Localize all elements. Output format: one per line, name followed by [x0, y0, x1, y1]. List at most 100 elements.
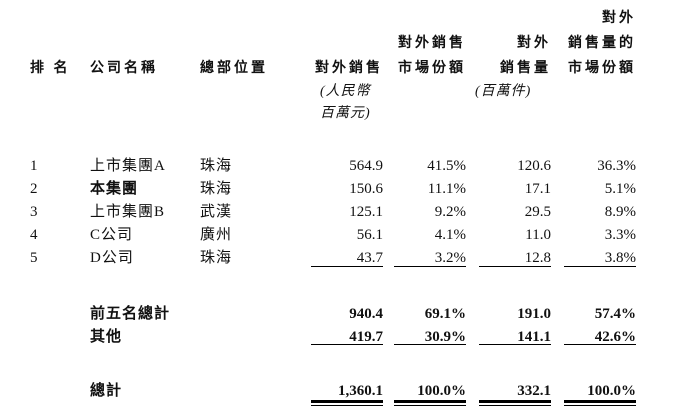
subtotal-rule-row — [30, 266, 636, 274]
rule-volume — [479, 266, 551, 267]
cell-sales-share: 100.0% — [417, 383, 466, 399]
header-rank: 排 名 — [30, 6, 90, 125]
table-row-2: 2 本集團 珠海 150.6 11.1% 17.1 5.1% — [30, 178, 636, 201]
cell-sales-share: 30.9% — [424, 329, 466, 345]
rule-volume-share — [564, 344, 636, 345]
cell-sales-share: 41.5% — [427, 158, 466, 174]
header-sales-market-share: 對外銷售 市場份額 — [383, 6, 466, 125]
header-external-sales-unit-2: 百萬元) — [320, 106, 371, 121]
header-company-label: 公司名稱 — [90, 61, 158, 76]
rule-volume — [479, 344, 551, 345]
header-sales-volume: 對外 銷售量 (百萬件) — [466, 6, 551, 125]
cell-location: 珠海 — [200, 250, 233, 266]
header-external-sales-unit-1: (人民幣 — [320, 84, 371, 99]
cell-volume: 120.6 — [517, 158, 551, 174]
grand-total-double-rule-row — [30, 400, 636, 406]
header-location: 總部位置 — [200, 6, 283, 125]
cell-sales: 1,360.1 — [338, 383, 383, 399]
cell-sales: 150.6 — [349, 181, 383, 197]
cell-volume-share: 42.6% — [594, 329, 636, 345]
spacer — [30, 274, 636, 303]
cell-volume: 12.8 — [524, 250, 551, 266]
spacer — [30, 352, 636, 380]
cell-sales: 56.1 — [356, 227, 383, 243]
header-company: 公司名稱 — [90, 6, 200, 125]
cell-volume-share: 57.4% — [594, 306, 636, 322]
cell-location: 珠海 — [200, 158, 233, 174]
cell-sales-share: 11.1% — [427, 181, 466, 197]
top-five-total-row: 前五名總計 940.4 69.1% 191.0 57.4% — [30, 303, 636, 326]
cell-sales: 125.1 — [349, 204, 383, 220]
header-sales-market-share-line-2: 市場份額 — [398, 61, 466, 76]
grand-total-row: 總計 1,360.1 100.0% 332.1 100.0% — [30, 380, 636, 403]
double-rule-sales — [311, 400, 383, 406]
cell-sales: 940.4 — [349, 306, 383, 322]
others-row: 其他 419.7 30.9% 141.1 42.6% — [30, 326, 636, 349]
cell-company: C公司 — [90, 227, 134, 243]
cell-sales: 419.7 — [349, 329, 383, 345]
cell-volume-share: 3.3% — [604, 227, 636, 243]
cell-company: D公司 — [90, 250, 134, 266]
cell-location: 廣州 — [200, 227, 233, 243]
header-external-sales-label: 對外銷售 — [315, 61, 383, 76]
double-rule-volume — [479, 400, 551, 406]
header-volume-market-share-line-3: 市場份額 — [568, 61, 636, 76]
double-rule-volume-share — [564, 400, 636, 406]
double-rule-sales-share — [394, 400, 466, 406]
cell-sales-share: 9.2% — [434, 204, 466, 220]
cell-sales-share: 69.1% — [424, 306, 466, 322]
table-row-4: 4 C公司 廣州 56.1 4.1% 11.0 3.3% — [30, 224, 636, 247]
cell-rank: 2 — [30, 181, 39, 197]
rule-sales-share — [394, 266, 466, 267]
cell-location: 珠海 — [200, 181, 233, 197]
cell-sales-share: 4.1% — [434, 227, 466, 243]
cell-location: 武漢 — [200, 204, 233, 220]
header-sales-volume-line-1: 對外 — [517, 36, 551, 51]
cell-volume: 11.0 — [525, 227, 551, 243]
cell-rank: 4 — [30, 227, 39, 243]
cell-volume: 29.5 — [524, 204, 551, 220]
rule-sales-share — [394, 344, 466, 345]
pre-total-rule-row — [30, 344, 636, 352]
cell-rank: 1 — [30, 158, 39, 174]
cell-volume: 141.1 — [517, 329, 551, 345]
cell-rank: 3 — [30, 204, 39, 220]
header-volume-market-share-line-2: 銷售量的 — [568, 36, 636, 51]
market-share-table: 排 名 公司名稱 總部位置 對外銷售 (人民幣 百萬元) 對外銷售 市場份額 — [30, 6, 636, 406]
cell-volume-share: 36.3% — [597, 158, 636, 174]
top-five-total-label: 前五名總計 — [90, 306, 171, 322]
cell-volume-share: 5.1% — [604, 181, 636, 197]
rule-volume-share — [564, 266, 636, 267]
rule-sales — [311, 344, 383, 345]
cell-sales: 43.7 — [356, 250, 383, 266]
table-header-row: 排 名 公司名稱 總部位置 對外銷售 (人民幣 百萬元) 對外銷售 市場份額 — [30, 6, 636, 125]
cell-sales: 564.9 — [349, 158, 383, 174]
table-row-5: 5 D公司 珠海 43.7 3.2% 12.8 3.8% — [30, 247, 636, 270]
cell-company: 上市集團A — [90, 158, 166, 174]
table-body: 1 上市集團A 珠海 564.9 41.5% 120.6 36.3% 2 本集團… — [30, 155, 636, 406]
cell-volume: 17.1 — [524, 181, 551, 197]
cell-volume: 332.1 — [517, 383, 551, 399]
table-row-1: 1 上市集團A 珠海 564.9 41.5% 120.6 36.3% — [30, 155, 636, 178]
cell-volume-share: 8.9% — [604, 204, 636, 220]
cell-company: 上市集團B — [90, 204, 166, 220]
others-label: 其他 — [90, 329, 123, 345]
cell-rank: 5 — [30, 250, 39, 266]
header-volume-market-share: 對外 銷售量的 市場份額 — [551, 6, 636, 125]
header-external-sales: 對外銷售 (人民幣 百萬元) — [283, 6, 383, 125]
header-volume-market-share-line-1: 對外 — [602, 11, 636, 26]
grand-total-label: 總計 — [90, 383, 123, 399]
header-sales-volume-line-2: 銷售量 — [500, 61, 551, 76]
cell-company-our-group: 本集團 — [90, 181, 139, 197]
header-sales-volume-unit: (百萬件) — [475, 84, 532, 99]
header-rank-label: 排 名 — [30, 61, 71, 76]
header-sales-market-share-line-1: 對外銷售 — [398, 36, 466, 51]
cell-volume-share: 3.8% — [604, 250, 636, 266]
table-row-3: 3 上市集團B 武漢 125.1 9.2% 29.5 8.9% — [30, 201, 636, 224]
rule-sales — [311, 266, 383, 267]
header-location-label: 總部位置 — [200, 61, 268, 76]
cell-sales-share: 3.2% — [434, 250, 466, 266]
cell-volume: 191.0 — [517, 306, 551, 322]
cell-volume-share: 100.0% — [587, 383, 636, 399]
